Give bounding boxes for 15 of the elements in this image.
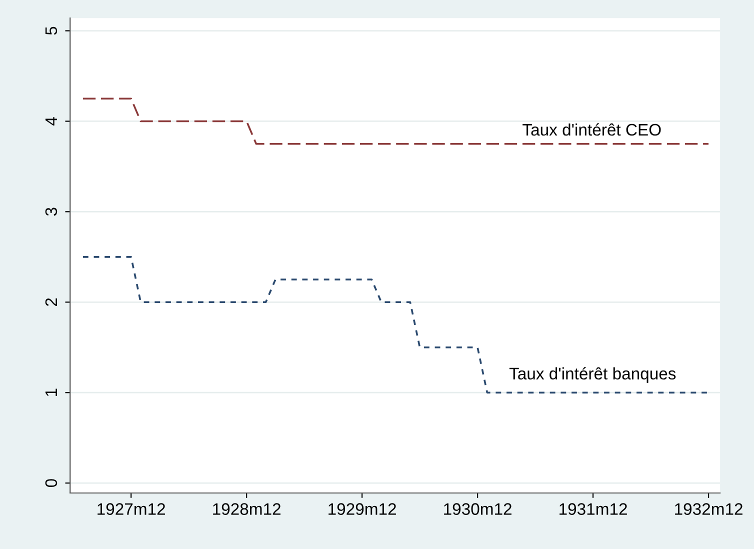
annotation: Taux d'intérêt banques <box>509 367 676 383</box>
y-tick-label: 3 <box>45 208 58 216</box>
x-tick-label: 1927m12 <box>98 503 165 515</box>
y-tick-label: 1 <box>45 388 57 396</box>
y-tick-label: 0 <box>45 479 58 488</box>
y-tick-label: 2 <box>45 298 57 306</box>
x-tick-label: 1929m12 <box>328 503 396 515</box>
annotation: Taux d'intérêt CEO <box>522 123 661 136</box>
x-tick-label: 1932m12 <box>675 503 742 515</box>
x-tick-label: 1930m12 <box>444 503 512 515</box>
x-tick-label: 1928m12 <box>213 503 280 515</box>
y-tick-label: 5 <box>45 26 58 35</box>
x-tick-label: 1931m12 <box>560 503 627 515</box>
line-series <box>82 256 710 394</box>
y-tick-label: 4 <box>45 117 57 126</box>
